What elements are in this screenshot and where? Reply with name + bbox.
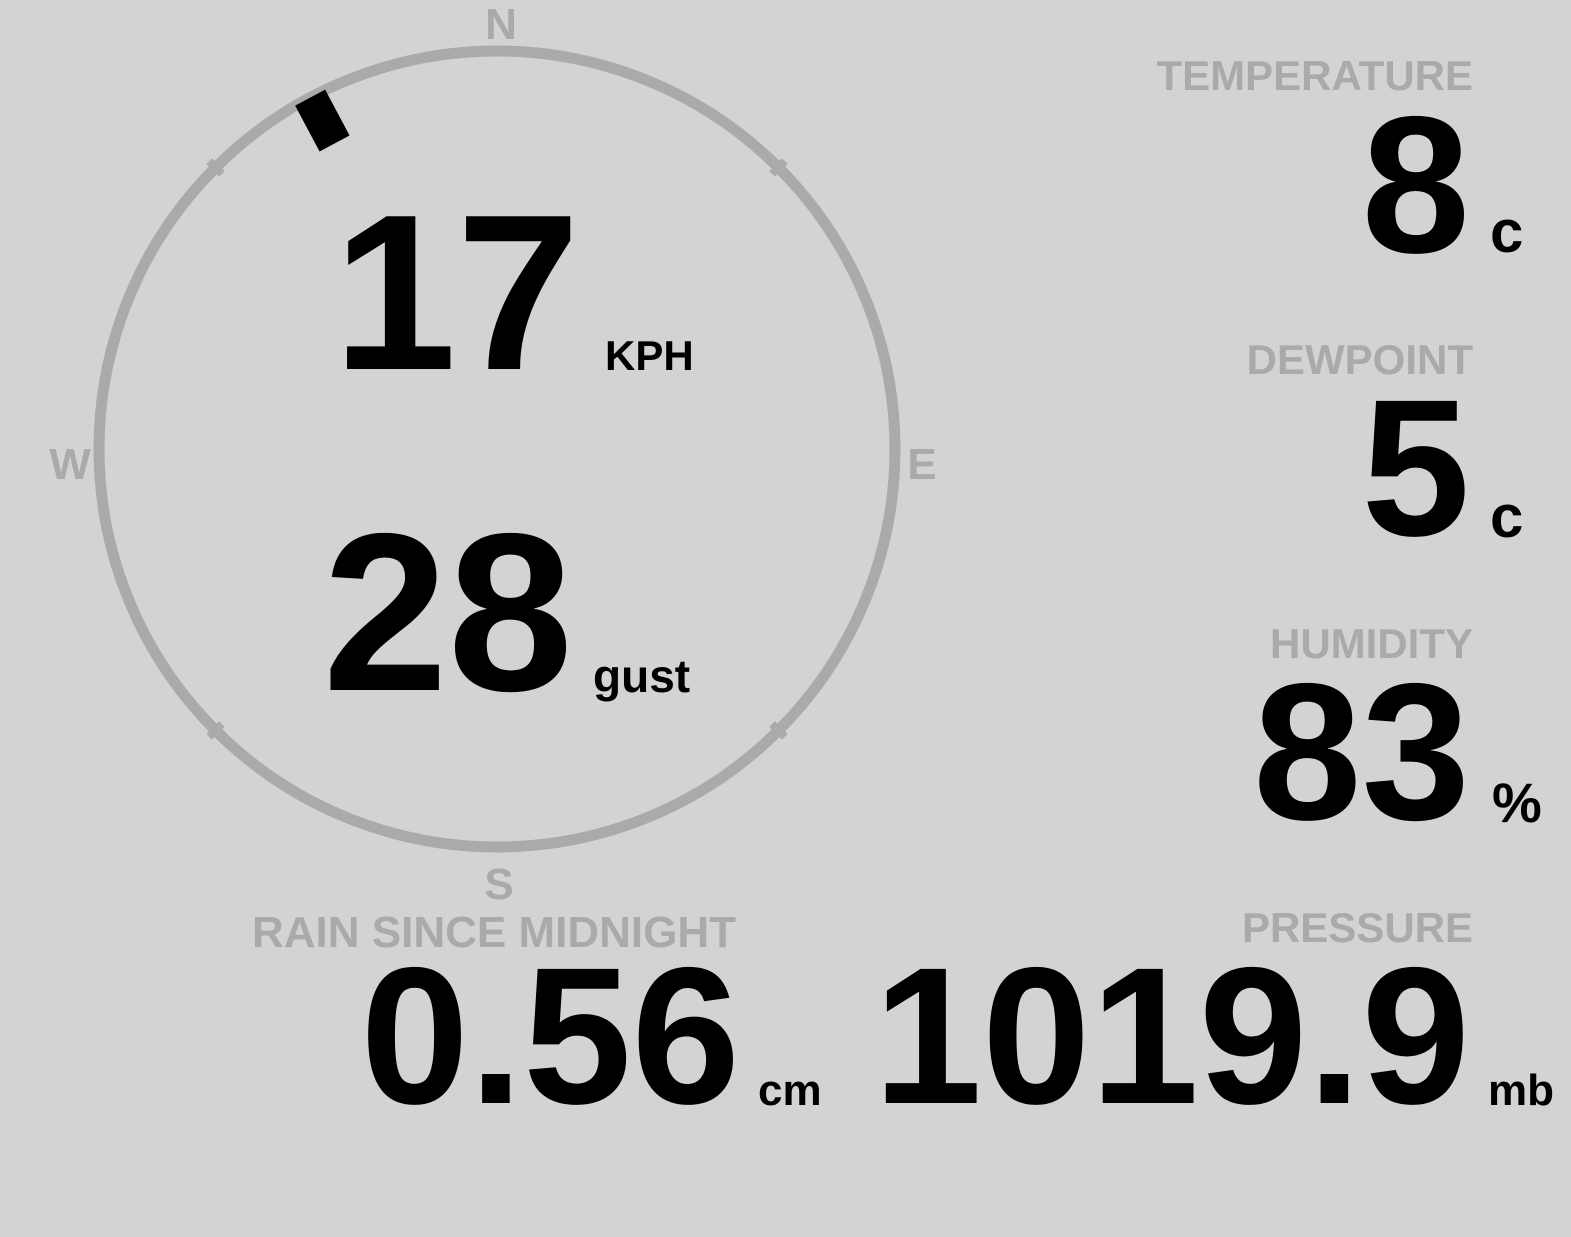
compass-north-label: N: [485, 0, 517, 49]
compass-ring: [93, 45, 901, 853]
wind-speed-value: 17: [333, 169, 580, 417]
compass-tick: [206, 721, 225, 740]
wind-speed-unit: KPH: [605, 332, 694, 379]
humidity-unit: %: [1492, 771, 1542, 834]
compass-east-label: E: [907, 440, 937, 489]
compass-tick: [206, 158, 225, 177]
rain-value: 0.56: [360, 927, 740, 1145]
temperature-label: TEMPERATURE: [1156, 52, 1473, 99]
humidity-label: HUMIDITY: [1270, 620, 1473, 667]
wind-gust-label: gust: [593, 650, 691, 702]
rain-label: RAIN SINCE MIDNIGHT: [252, 908, 736, 957]
rain-unit: cm: [758, 1066, 822, 1115]
compass-tick: [769, 158, 788, 177]
compass-tick: [769, 721, 788, 740]
pressure-value: 1019.9: [873, 927, 1470, 1145]
humidity-value: 83: [1253, 643, 1470, 861]
pressure-unit: mb: [1488, 1066, 1554, 1115]
wind-gust-value: 28: [322, 486, 573, 738]
dewpoint-unit: c: [1490, 483, 1524, 550]
temperature-value: 8: [1361, 76, 1470, 294]
compass-south-label: S: [484, 860, 514, 909]
dewpoint-value: 5: [1361, 359, 1470, 577]
compass-west-label: W: [49, 440, 91, 489]
dewpoint-label: DEWPOINT: [1246, 336, 1473, 383]
compass-ticks: [206, 158, 788, 740]
temperature-unit: c: [1490, 198, 1524, 265]
pressure-label: PRESSURE: [1241, 904, 1473, 951]
wind-direction-needle: [295, 89, 350, 152]
